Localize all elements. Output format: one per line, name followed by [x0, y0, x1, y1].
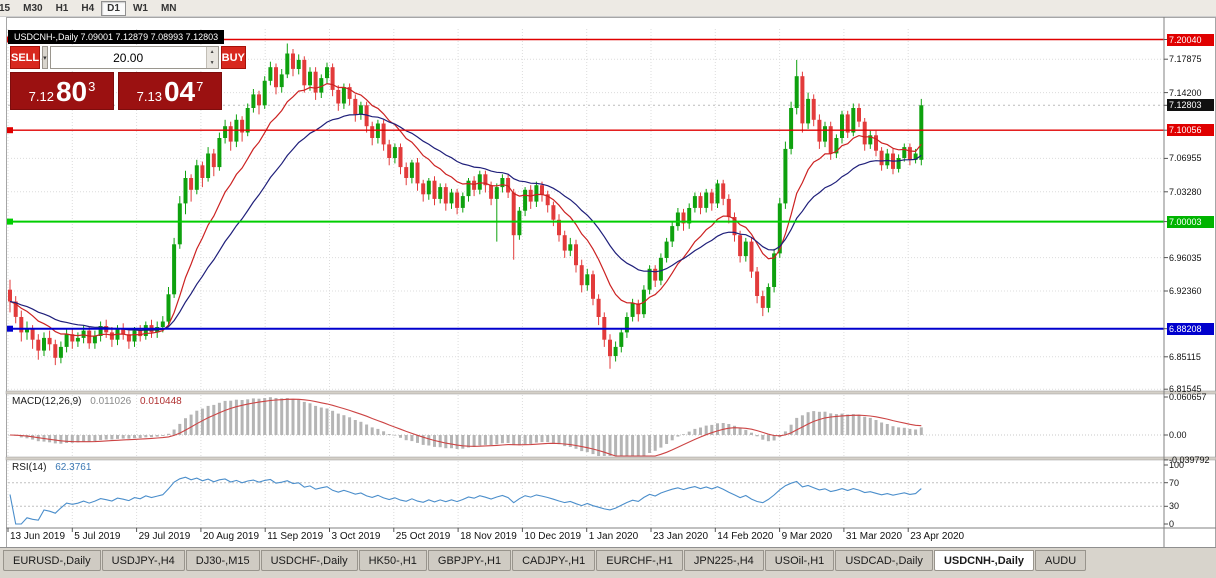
date-label: 13 Jun 2019 [10, 531, 66, 542]
timeframe-button-m30[interactable]: M30 [23, 2, 43, 14]
chart-tabs-bar: EURUSD-,Daily USDJPY-,H4 DJ30-,M15 USDCHF-,… [0, 547, 1216, 578]
price-scale-label: 6.81545 [1169, 384, 1202, 395]
chart-tab-usdjpy-h4[interactable]: USDJPY-,H4 [101, 550, 185, 571]
date-label: 23 Apr 2020 [910, 531, 965, 542]
chart-tab-usdchf-daily[interactable]: USDCHF-,Daily [260, 550, 358, 571]
buy-button[interactable]: BUY [220, 46, 246, 69]
volume-field: ▲ ▼ [49, 46, 219, 69]
spinner-down-icon[interactable]: ▼ [206, 57, 218, 68]
macd-scale-label: 0.00 [1169, 430, 1187, 440]
date-label: 9 Mar 2020 [781, 531, 833, 542]
date-label: 25 Oct 2019 [395, 531, 451, 542]
bid-price-point: 3 [88, 79, 96, 94]
date-label: 5 Jul 2019 [74, 531, 121, 542]
date-label: 29 Jul 2019 [138, 531, 191, 542]
chart-tab-cadjpy-h1[interactable]: CADJPY-,H1 [512, 550, 596, 571]
volume-dropdown[interactable]: ▾ [42, 46, 48, 69]
macd-name: MACD(12,26,9) [12, 396, 82, 407]
chevron-down-icon: ▾ [43, 54, 47, 62]
volume-input[interactable] [50, 47, 206, 68]
price-scale-label: 7.14200 [1169, 87, 1202, 98]
chart-tab-usdcad-daily[interactable]: USDCAD-,Daily [835, 550, 933, 571]
rsi-value: 62.3761 [55, 462, 92, 473]
chart-tab-jpn225-h4[interactable]: JPN225-,H4 [683, 550, 764, 571]
price-scale-label: 7.10056 [1167, 124, 1214, 137]
timeframe-button-w1[interactable]: W1 [132, 2, 148, 14]
date-label: 23 Jan 2020 [653, 531, 709, 542]
price-scale-label: 6.96035 [1169, 252, 1202, 263]
date-label: 20 Aug 2019 [202, 531, 260, 542]
timeframe-button-h4[interactable]: H4 [81, 2, 95, 14]
rsi-scale-label: 70 [1169, 477, 1180, 488]
chart-tab-eurchf-h1[interactable]: EURCHF-,H1 [596, 550, 683, 571]
rsi-scale-label: 30 [1169, 501, 1180, 512]
price-scale-label: 7.12803 [1167, 99, 1214, 112]
date-label: 14 Feb 2020 [717, 531, 774, 542]
price-scale-label: 6.85115 [1169, 351, 1201, 362]
macd-indicator-label: MACD(12,26,9) 0.011026 0.010448 [12, 396, 182, 407]
ask-price-point: 7 [196, 79, 204, 94]
ask-price-display[interactable]: 7.13 04 7 [118, 72, 222, 110]
chart-tab-audu[interactable]: AUDU [1035, 550, 1087, 571]
macd-scale-label: 0.060657 [1169, 392, 1207, 403]
rsi-scale-label: 0 [1169, 519, 1175, 529]
timeframe-button-15[interactable]: 15 [0, 2, 11, 14]
date-label: 31 Mar 2020 [845, 531, 903, 542]
chart-tab-hk50-h1[interactable]: HK50-,H1 [358, 550, 427, 571]
chart-tab-usoil-h1[interactable]: USOil-,H1 [764, 550, 835, 571]
price-scale-label: 7.17875 [1169, 54, 1202, 65]
volume-spinner: ▲ ▼ [205, 47, 218, 68]
macd-signal-value: 0.010448 [140, 396, 182, 407]
date-label: 3 Oct 2019 [331, 531, 381, 542]
timeframe-button-d1[interactable]: D1 [101, 0, 126, 16]
date-label: 18 Nov 2019 [460, 531, 517, 542]
spinner-up-icon[interactable]: ▲ [206, 47, 218, 58]
date-label: 10 Dec 2019 [524, 531, 582, 542]
bid-price-prefix: 7.12 [28, 89, 54, 104]
price-scale-label: 7.20040 [1167, 33, 1214, 46]
chart-tab-usdcnh-daily[interactable]: USDCNH-,Daily [933, 550, 1035, 571]
price-scale-label: 7.00003 [1167, 215, 1214, 228]
chart-title: USDCNH-,Daily 7.09001 7.12879 7.08993 7.… [8, 30, 225, 44]
timeframe-button-mn[interactable]: MN [160, 2, 177, 14]
bid-price-display[interactable]: 7.12 80 3 [10, 72, 114, 110]
macd-scale-label: -0.039792 [1169, 454, 1210, 465]
price-scale-label: 6.88208 [1167, 322, 1214, 335]
period-toolbar: 15 M30 H1 H4 D1 W1 MN [0, 0, 1216, 17]
price-scale-label: 7.06955 [1169, 153, 1202, 164]
chart-tab-gbpjpy-h1[interactable]: GBPJPY-,H1 [427, 550, 512, 571]
bid-price-big: 80 [55, 76, 88, 107]
rsi-name: RSI(14) [12, 462, 47, 473]
macd-main-value: 0.011026 [90, 396, 132, 407]
chart-tab-eurusd-daily[interactable]: EURUSD-,Daily [3, 550, 101, 571]
timeframe-button-h1[interactable]: H1 [55, 2, 69, 14]
ask-price-big: 04 [163, 76, 196, 107]
date-label: 1 Jan 2020 [588, 531, 639, 542]
one-click-trade-panel: SELL ▾ ▲ ▼ BUY [10, 46, 246, 69]
rsi-scale-label: 100 [1169, 460, 1185, 470]
date-label: 11 Sep 2019 [267, 531, 324, 542]
price-scale-label: 7.03280 [1169, 186, 1202, 197]
ask-price-prefix: 7.13 [136, 89, 162, 104]
price-scale-label: 6.92360 [1169, 285, 1202, 296]
rsi-indicator-label: RSI(14) 62.3761 [12, 462, 91, 473]
chart-tab-dj30-m15[interactable]: DJ30-,M15 [185, 550, 260, 571]
sell-button[interactable]: SELL [10, 46, 41, 69]
